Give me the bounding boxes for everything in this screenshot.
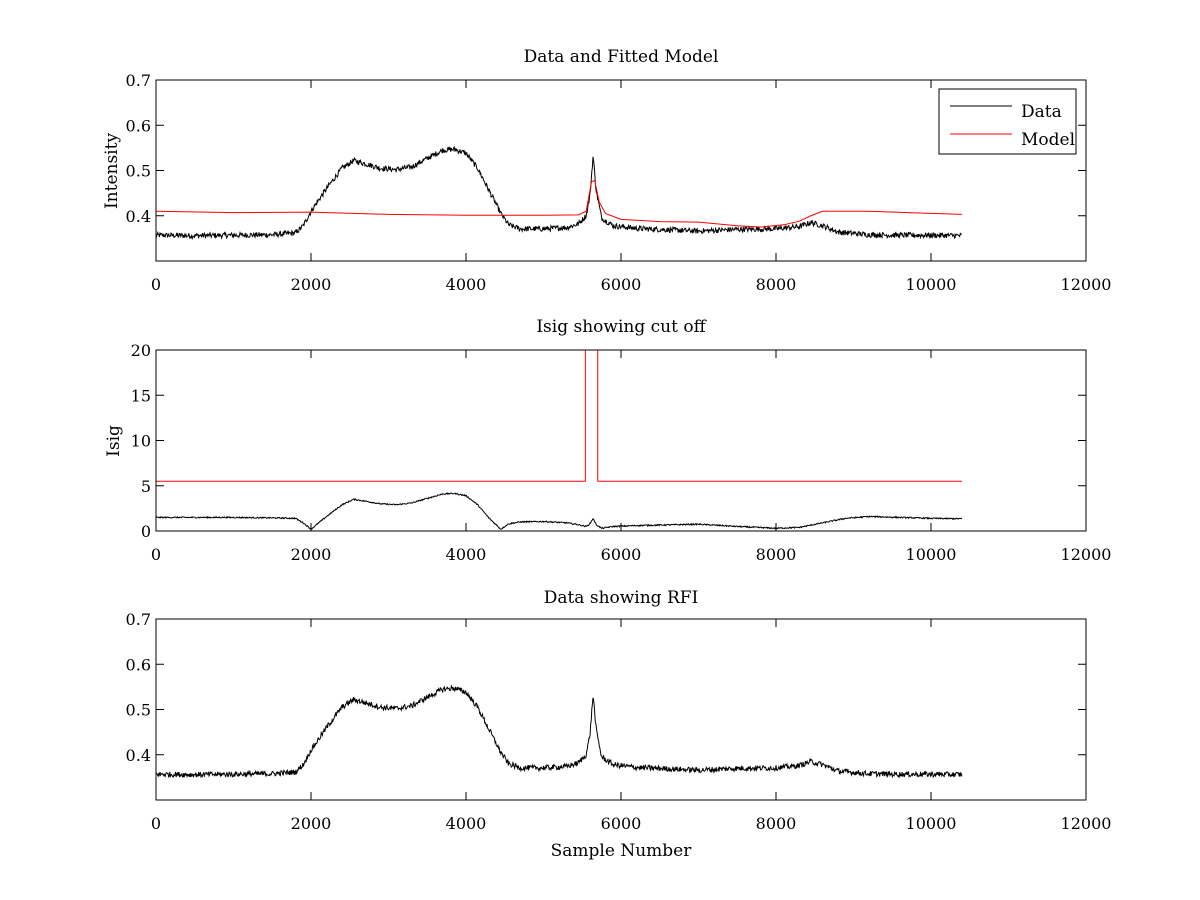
x-tick-label: 12000 [1061,545,1112,564]
x-tick-label: 12000 [1061,814,1112,833]
x-tick-label: 4000 [446,275,487,294]
legend-label-data: Data [1021,102,1062,122]
y-tick-label: 0.4 [126,746,151,765]
y-tick-label: 10 [131,432,151,451]
panel-title: Data showing RFI [544,588,699,608]
x-tick-label: 8000 [756,545,797,564]
y-tick-label: 0.4 [126,207,151,226]
y-tick-label: 0.5 [126,162,151,181]
x-tick-label: 0 [151,545,161,564]
data-series-line [156,145,963,241]
panel-title: Isig showing cut off [536,317,707,337]
y-tick-label: 0.7 [126,71,151,90]
x-tick-label: 2000 [291,275,332,294]
y-tick-label: 20 [131,341,151,360]
y-tick-label: 0.6 [126,655,151,674]
y-tick-label: 0.6 [126,116,151,135]
legend-label-model: Model [1021,130,1075,150]
y-tick-label: 15 [131,386,151,405]
x-tick-label: 12000 [1061,275,1112,294]
black-series-line [156,492,963,531]
x-tick-label: 6000 [601,814,642,833]
x-tick-label: 2000 [291,814,332,833]
x-tick-label: 4000 [446,545,487,564]
x-tick-label: 2000 [291,545,332,564]
x-tick-label: 0 [151,275,161,294]
intensity-fit-panel: Data and Fitted Model Intensity 0 2000 400… [102,47,1111,294]
red-series-line [156,350,962,482]
x-tick-label: 6000 [601,275,642,294]
legend-box [938,88,1077,155]
y-tick-label: 5 [141,477,151,496]
x-tick-label: 8000 [756,814,797,833]
x-tick-label: 10000 [906,275,957,294]
isig-panel: Isig showing cut off Isig 0 2000 4000 6000 8… [104,317,1111,564]
model-series-line [156,179,963,228]
y-tick-label: 0 [141,522,151,541]
x-tick-label: 0 [151,814,161,833]
x-tick-label: 4000 [446,814,487,833]
x-tick-label: 10000 [906,545,957,564]
legend: Data Model [938,88,1077,155]
x-axis-label: Sample Number [551,841,693,861]
black-series-line [156,684,963,779]
x-tick-label: 6000 [601,545,642,564]
panel-title: Data and Fitted Model [524,47,719,67]
y-axis-label: Intensity [102,133,122,209]
y-tick-label: 0.5 [126,701,151,720]
y-axis-label: Isig [104,425,124,457]
y-tick-label: 0.7 [126,610,151,629]
x-tick-label: 8000 [756,275,797,294]
x-tick-label: 10000 [906,814,957,833]
rfi-panel: Data showing RFI Sample Number 0 2000 4000… [126,588,1112,861]
